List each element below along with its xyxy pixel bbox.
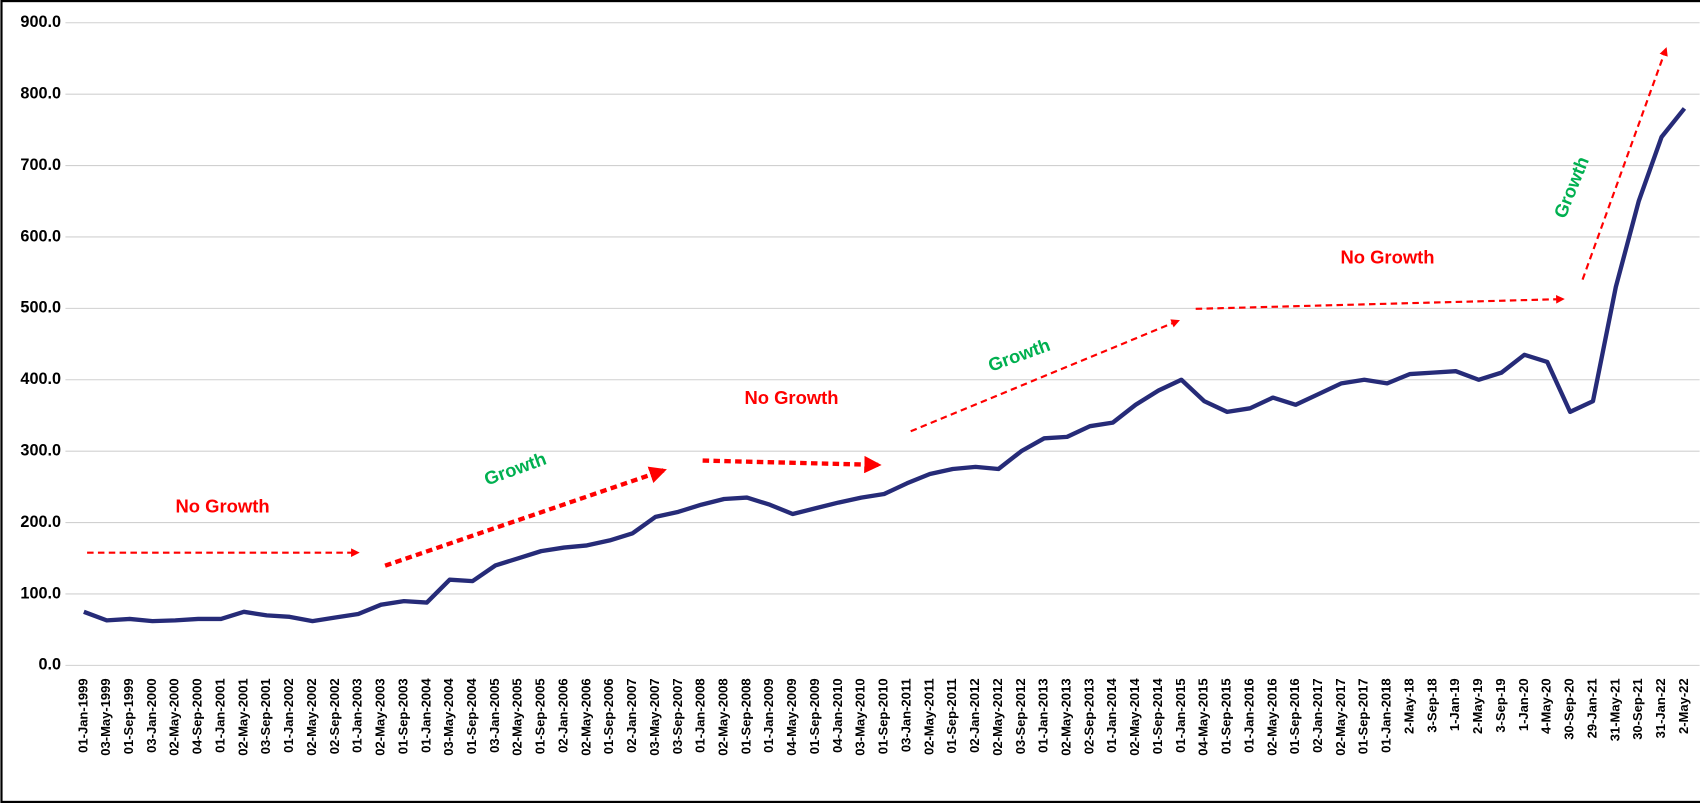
x-tick-label: 03-Sep-2001	[258, 678, 273, 754]
x-tick-label: 03-May-2007	[647, 678, 662, 755]
x-tick-label: 01-Sep-2003	[395, 678, 410, 754]
x-tick-label: 1-Jan-19	[1447, 678, 1462, 731]
x-tick-label: 02-May-2001	[235, 678, 250, 755]
x-tick-label: 02-May-2000	[167, 678, 182, 755]
x-tick-label: 01-Sep-2015	[1219, 678, 1234, 754]
x-tick-label: 01-Sep-2010	[876, 678, 891, 754]
x-tick-label: 01-Sep-2009	[807, 678, 822, 754]
x-tick-label: 02-Jan-2007	[624, 678, 639, 752]
x-tick-label: 02-May-2014	[1127, 678, 1142, 756]
x-tick-label: 01-Jan-2015	[1173, 678, 1188, 752]
x-tick-label: 4-May-20	[1539, 678, 1554, 734]
x-tick-label: 1-Jan-20	[1516, 678, 1531, 731]
x-tick-label: 01-Sep-2006	[601, 678, 616, 754]
x-tick-label: 01-Jan-2013	[1036, 678, 1051, 752]
annotation: No Growth	[176, 496, 270, 517]
x-tick-label: 01-Sep-2011	[944, 678, 959, 753]
annotation: Growth	[985, 334, 1053, 376]
x-tick-label: 02-May-2016	[1264, 678, 1279, 755]
x-tick-label: 30-Sep-20	[1562, 678, 1577, 739]
annotation: Growth	[1549, 153, 1593, 221]
x-tick-label: 2-May-22	[1676, 678, 1691, 734]
x-tick-label: 02-May-2017	[1333, 678, 1348, 755]
x-tick-label: 01-Jan-2009	[761, 678, 776, 752]
y-tick-label: 200.0	[20, 513, 61, 531]
y-tick-label: 800.0	[20, 84, 61, 102]
x-tick-label: 01-Jan-2004	[418, 678, 433, 753]
arrow	[910, 319, 1180, 433]
y-tick-label: 100.0	[20, 584, 61, 602]
x-tick-label: 03-Jan-2000	[144, 678, 159, 752]
annotation: Growth	[481, 448, 549, 490]
x-tick-label: 01-Sep-2014	[1150, 678, 1165, 755]
x-tick-label: 2-May-19	[1470, 678, 1485, 734]
x-tick-label: 04-May-2015	[1196, 678, 1211, 755]
y-tick-label: 900.0	[20, 13, 61, 31]
x-tick-label: 3-Sep-18	[1424, 678, 1439, 732]
x-tick-label: 01-Jan-2002	[281, 678, 296, 752]
x-tick-label: 01-Sep-2008	[738, 678, 753, 754]
x-tick-label: 02-May-2012	[990, 678, 1005, 755]
annotation: No Growth	[1340, 246, 1434, 267]
x-tick-label: 2-May-18	[1401, 678, 1416, 734]
x-tick-label: 01-Jan-2003	[350, 678, 365, 752]
arrow	[702, 455, 882, 474]
arrows	[87, 47, 1668, 568]
x-tick-label: 01-Sep-2016	[1287, 678, 1302, 754]
y-tick-label: 400.0	[20, 370, 61, 388]
x-tick-label: 02-May-2002	[304, 678, 319, 755]
x-tick-label: 01-Jan-2001	[212, 678, 227, 752]
arrow	[1195, 294, 1565, 310]
y-tick-label: 700.0	[20, 156, 61, 174]
x-tick-label: 02-Sep-2002	[327, 678, 342, 754]
x-tick-label: 02-May-2003	[373, 678, 388, 755]
x-tick-label: 01-Sep-2004	[464, 678, 479, 755]
plot	[83, 107, 1687, 624]
data-line	[83, 107, 1687, 624]
x-tick-label: 3-Sep-19	[1493, 678, 1508, 732]
y-tick-label: 600.0	[20, 227, 61, 245]
x-tick-label: 01-Jan-2016	[1241, 678, 1256, 752]
x-tick-label: 02-May-2005	[510, 678, 525, 755]
x-tick-label: 02-May-2013	[1058, 678, 1073, 755]
x-tick-label: 02-May-2011	[921, 678, 936, 755]
annotation: No Growth	[744, 387, 838, 408]
y-tick-label: 0.0	[38, 656, 61, 674]
x-tick-label: 01-Jan-2014	[1104, 678, 1119, 753]
x-tick-label: 01-Sep-2017	[1356, 678, 1371, 754]
x-tick-label: 02-Sep-2013	[1081, 678, 1096, 754]
x-tick-label: 04-Jan-2010	[830, 678, 845, 752]
x-tick-label: 02-Jan-2017	[1310, 678, 1325, 752]
x-tick-label: 30-Sep-21	[1630, 678, 1645, 739]
x-tick-label: 01-Jan-2018	[1379, 678, 1394, 752]
y-tick-label: 500.0	[20, 299, 61, 317]
x-tick-label: 03-Sep-2007	[670, 678, 685, 754]
x-tick-label: 03-Sep-2012	[1013, 678, 1028, 754]
x-tick-label: 01-Jan-1999	[75, 678, 90, 752]
x-tick-label: 03-May-2004	[441, 678, 456, 756]
x-tick-label: 03-Jan-2011	[898, 678, 913, 752]
x-tick-label: 01-Sep-1999	[121, 678, 136, 754]
x-tick-label: 03-May-1999	[98, 678, 113, 755]
arrow	[384, 466, 667, 568]
x-tick-label: 04-Sep-2000	[190, 678, 205, 754]
y-tick-label: 300.0	[20, 441, 61, 459]
x-tick-label: 02-Jan-2006	[555, 678, 570, 752]
x-tick-label: 02-Jan-2012	[967, 678, 982, 752]
x-tick-label: 31-Jan-22	[1653, 678, 1668, 738]
x-tick-label: 29-Jan-21	[1584, 678, 1599, 738]
x-tick-label: 31-May-21	[1607, 678, 1622, 741]
x-tick-label: 02-May-2006	[578, 678, 593, 755]
x-tick-label: 02-May-2008	[716, 678, 731, 755]
x-tick-label: 01-Jan-2008	[693, 678, 708, 752]
arrow	[1581, 47, 1668, 280]
x-tick-label: 03-Jan-2005	[487, 678, 502, 752]
x-tick-label: 01-Sep-2005	[533, 678, 548, 754]
x-tick-label: 04-May-2009	[784, 678, 799, 755]
x-tick-label: 03-May-2010	[853, 678, 868, 755]
grid: 0.0 100.0 200.0 300.0 400.0 500.0 600.0 700.0 80…	[20, 13, 1700, 756]
